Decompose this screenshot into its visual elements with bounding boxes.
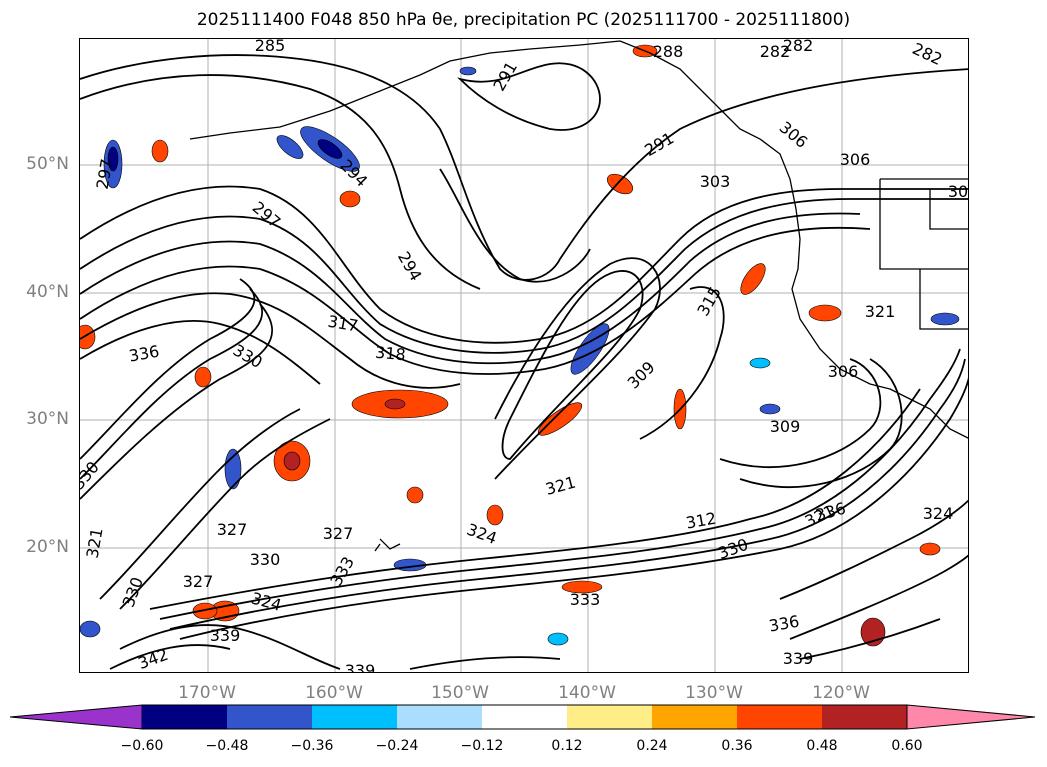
colorbar-extend-high — [906, 704, 1036, 730]
precip-blob — [749, 357, 771, 369]
contour-label: 282 — [783, 39, 814, 55]
map-panel[interactable]: 285 288 282 282 282 291 291 294 294 297 … — [79, 38, 969, 673]
colorbar-tick: −0.36 — [290, 738, 334, 754]
colorbar-tick: 0.36 — [721, 738, 753, 754]
lat-label-20n: 20°N — [26, 537, 69, 557]
precip-blob — [930, 312, 960, 326]
lon-label-160w: 160°W — [305, 683, 363, 703]
colorbar-tick: −0.60 — [120, 738, 164, 754]
colorbar — [10, 704, 1036, 730]
chart-title: 2025111400 F048 850 hPa θe, precipitatio… — [196, 10, 851, 30]
coastline — [189, 40, 968, 552]
colorbar-segment — [567, 705, 652, 729]
contour-label: 342 — [136, 645, 171, 673]
contour-label: 318 — [374, 343, 406, 365]
precip-shading — [80, 44, 960, 647]
precip-blob — [192, 602, 218, 620]
colorbar-segment — [142, 705, 227, 729]
contour-label: 339 — [783, 649, 814, 668]
lon-label-130w: 130°W — [685, 683, 743, 703]
precip-blob — [740, 263, 766, 295]
contour-label: 306 — [840, 150, 871, 169]
precip-blob — [486, 504, 504, 526]
colorbar-tick: 0.24 — [636, 738, 668, 754]
precip-blob — [459, 66, 477, 76]
contour-label: 327 — [217, 520, 248, 539]
contour-label: 288 — [653, 42, 684, 61]
colorbar-tick: −0.48 — [205, 738, 249, 754]
colorbar-segment — [822, 705, 907, 729]
lat-label-30n: 30°N — [26, 409, 69, 429]
contour-label: 282 — [909, 39, 945, 69]
contour-label: 330 — [119, 575, 147, 610]
contour-labels: 285 288 282 282 282 291 291 294 294 297 … — [80, 39, 968, 673]
precip-blob — [759, 403, 781, 415]
lon-label-170w: 170°W — [178, 683, 236, 703]
lon-label-150w: 150°W — [431, 683, 489, 703]
colorbar-segment — [652, 705, 737, 729]
contour-label: 324 — [923, 504, 954, 523]
contour-label: 30 — [948, 182, 968, 201]
contour-label: 336 — [813, 499, 847, 525]
lat-label-40n: 40°N — [26, 282, 69, 302]
precip-blob — [80, 620, 101, 638]
contour-label: 282 — [760, 42, 791, 61]
contour-label: 321 — [83, 526, 107, 559]
contour-label: 327 — [183, 572, 214, 591]
precip-blob — [339, 190, 361, 208]
precip-blob — [317, 139, 343, 159]
precip-blob — [80, 324, 96, 350]
contour-label: 303 — [700, 172, 731, 191]
colorbar-extend-low — [10, 704, 143, 730]
contour-label: 330 — [716, 535, 751, 563]
lat-label-50n: 50°N — [26, 154, 69, 174]
contour-label: 321 — [865, 302, 896, 321]
contour-label: 294 — [394, 248, 426, 284]
precip-blob — [194, 366, 212, 388]
colorbar-segment — [397, 705, 482, 729]
map-svg: 285 288 282 282 282 291 291 294 294 297 … — [80, 39, 968, 673]
colorbar-segment — [227, 705, 312, 729]
contour-label: 339 — [210, 626, 241, 645]
contour-label: 309 — [624, 358, 659, 393]
colorbar-segment — [737, 705, 822, 729]
contour-label: 339 — [345, 661, 376, 673]
contour-label: 306 — [776, 118, 812, 152]
contour-label: 285 — [255, 39, 286, 55]
contour-label: 333 — [570, 590, 601, 609]
precip-blob — [151, 139, 169, 163]
precip-blob — [224, 448, 242, 490]
precip-blob — [808, 304, 842, 322]
precip-blob — [561, 580, 603, 594]
precip-blob — [547, 632, 569, 646]
lon-label-120w: 120°W — [812, 683, 870, 703]
precip-blob — [283, 451, 301, 471]
contour-label: 306 — [828, 362, 859, 381]
contour-label: 309 — [770, 417, 801, 436]
theta-e-contours — [80, 54, 968, 670]
contour-label: 336 — [127, 342, 160, 366]
precip-blob — [107, 146, 119, 172]
colorbar-tick: 0.48 — [806, 738, 838, 754]
contour-label: 321 — [543, 473, 577, 499]
contour-label: 330 — [250, 550, 281, 569]
lon-label-140w: 140°W — [558, 683, 616, 703]
colorbar-segment — [482, 705, 567, 729]
precip-blob — [276, 135, 304, 159]
colorbar-tick: −0.12 — [460, 738, 504, 754]
contour-label: 317 — [326, 312, 359, 336]
colorbar-segment — [312, 705, 397, 729]
colorbar-tick: 0.60 — [891, 738, 923, 754]
contour-label: 336 — [767, 612, 800, 636]
precip-blob — [919, 542, 941, 556]
contour-label: 291 — [489, 58, 521, 94]
colorbar-tick: 0.12 — [551, 738, 583, 754]
precip-blob — [384, 398, 406, 410]
contour-label: 327 — [323, 524, 354, 543]
graticule — [80, 39, 968, 672]
precip-blob — [406, 486, 424, 504]
colorbar-tick: −0.24 — [375, 738, 419, 754]
